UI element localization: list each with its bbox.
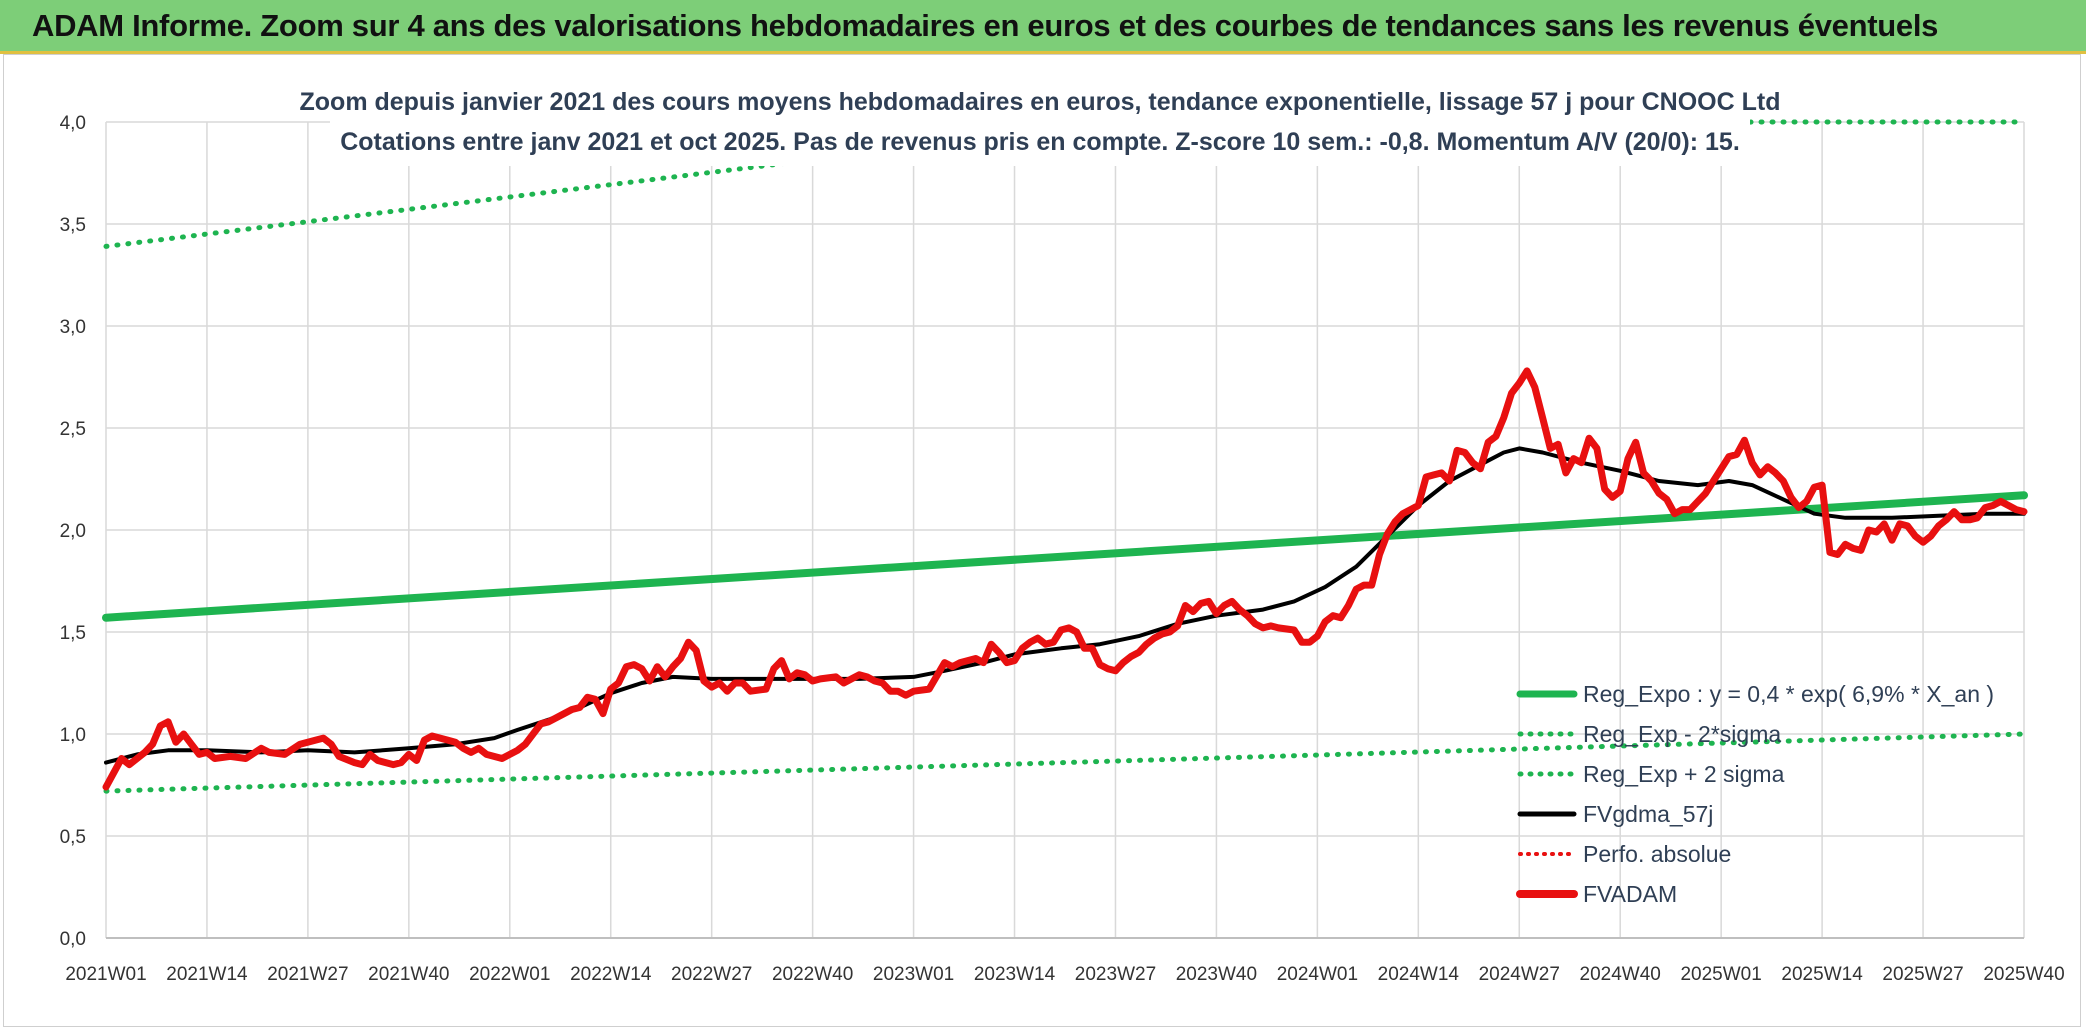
y-tick-label: 3,0: [60, 317, 86, 338]
x-tick-label: 2025W40: [1983, 964, 2064, 985]
x-tick-label: 2023W40: [1176, 964, 1257, 985]
x-tick-label: 2024W14: [1378, 964, 1460, 985]
series-reg-exp-minus-2sigma-line: [103, 731, 2027, 794]
title-background: [330, 76, 1750, 166]
x-tick-label: 2022W40: [772, 964, 853, 985]
legend-reg-exp-plus-2sigma-label: Reg_Exp + 2 sigma: [1583, 761, 1785, 787]
series-reg-exp-plus-2sigma-line: [103, 119, 2027, 249]
series-fvgdma-57j-line: [104, 446, 2026, 765]
chart-title-line1: Zoom depuis janvier 2021 des cours moyen…: [300, 88, 1781, 116]
x-tick-label: 2022W01: [469, 964, 550, 985]
y-tick-label: 3,5: [60, 215, 86, 236]
y-tick-label: 1,5: [60, 623, 86, 644]
legend-fvadam-label: FVADAM: [1583, 881, 1677, 907]
x-tick-label: 2025W14: [1781, 964, 1863, 985]
chart-frame: [3, 54, 2081, 1027]
x-tick-label: 2022W27: [671, 964, 752, 985]
x-tick-label: 2023W27: [1075, 964, 1156, 985]
y-tick-label: 0,0: [60, 929, 86, 950]
series-reg-expo-line: [102, 491, 2028, 622]
x-tick-label: 2021W01: [65, 964, 146, 985]
legend-perfo-absolue-label: Perfo. absolue: [1583, 841, 1731, 867]
x-tick-label: 2023W14: [974, 964, 1056, 985]
legend-fvgdma-57j-label: FVgdma_57j: [1583, 801, 1713, 827]
y-tick-label: 2,0: [60, 521, 86, 542]
y-tick-label: 1,0: [60, 725, 86, 746]
x-tick-label: 2024W01: [1277, 964, 1358, 985]
x-tick-label: 2025W01: [1680, 964, 1761, 985]
x-tick-label: 2024W27: [1479, 964, 1560, 985]
x-tick-label: 2025W27: [1882, 964, 1963, 985]
y-tick-label: 4,0: [60, 113, 86, 134]
x-tick-label: 2021W40: [368, 964, 449, 985]
y-tick-label: 2,5: [60, 419, 86, 440]
page-title: ADAM Informe. Zoom sur 4 ans des valoris…: [32, 8, 1939, 43]
x-tick-label: 2022W14: [570, 964, 652, 985]
legend-reg-expo-label: Reg_Expo : y = 0,4 * exp( 6,9% * X_an ): [1583, 681, 1994, 707]
y-tick-label: 0,5: [60, 827, 86, 848]
header-banner: ADAM Informe. Zoom sur 4 ans des valoris…: [0, 0, 2086, 54]
chart-title-line2: Cotations entre janv 2021 et oct 2025. P…: [340, 128, 1740, 156]
x-tick-label: 2021W14: [166, 964, 248, 985]
x-tick-label: 2023W01: [873, 964, 954, 985]
x-tick-label: 2024W40: [1580, 964, 1661, 985]
legend-reg-exp-minus-2sigma-label: Reg_Exp - 2*sigma: [1583, 721, 1781, 747]
series-fvadam-line: [102, 367, 2028, 791]
x-tick-label: 2021W27: [267, 964, 348, 985]
